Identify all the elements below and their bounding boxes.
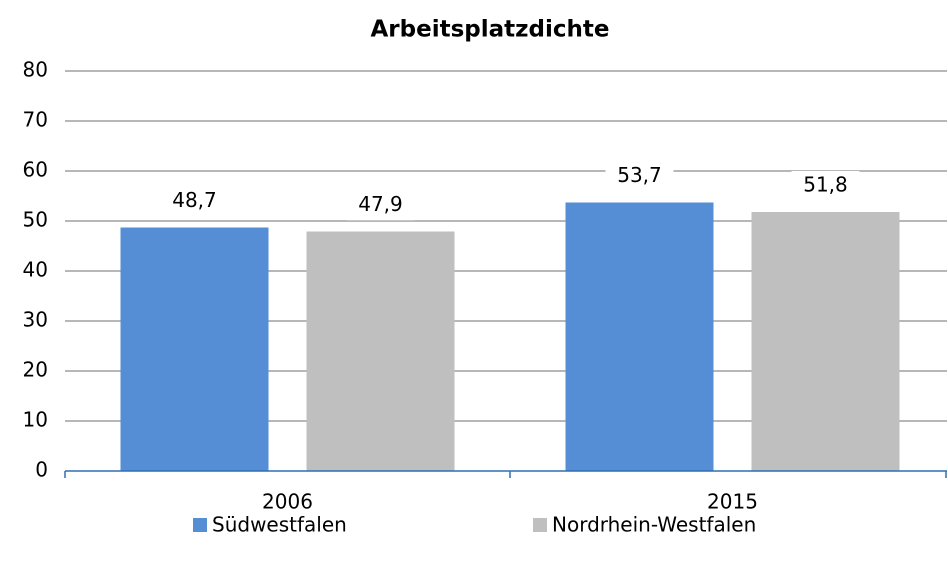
y-tick-label: 10 <box>23 408 48 432</box>
bar <box>120 227 269 471</box>
legend-label: Südwestfalen <box>212 513 347 537</box>
chart-title: Arbeitsplatzdichte <box>371 17 610 43</box>
label-bg <box>605 161 674 192</box>
y-tick-label: 40 <box>23 258 48 282</box>
y-tick-label: 30 <box>23 308 48 332</box>
bar <box>306 231 455 471</box>
bar <box>751 212 900 471</box>
data-label: 47,9 <box>358 192 403 216</box>
y-tick-label: 70 <box>23 108 48 132</box>
x-tick-label: 2015 <box>707 490 758 514</box>
y-tick-label: 60 <box>23 158 48 182</box>
plot-area: 0 10 20 30 40 50 60 70 80 2006 48,7 47,9 2015 53,7 51,… <box>23 58 947 537</box>
data-label: 48,7 <box>172 188 217 212</box>
bar <box>565 202 714 471</box>
x-tick-label: 2006 <box>262 490 313 514</box>
legend-swatch <box>193 518 207 532</box>
label-bg <box>791 171 860 201</box>
x-axis <box>64 470 947 478</box>
legend-swatch <box>533 518 547 532</box>
data-label: 51,8 <box>803 173 848 197</box>
label-bg <box>160 186 229 217</box>
label-bg <box>346 190 415 221</box>
data-label: 53,7 <box>617 163 662 187</box>
y-tick-label: 0 <box>35 458 48 482</box>
y-tick-label: 20 <box>23 358 48 382</box>
y-tick-label: 50 <box>23 208 48 232</box>
y-tick-label: 80 <box>23 58 48 82</box>
legend-label: Nordrhein-Westfalen <box>552 513 756 537</box>
